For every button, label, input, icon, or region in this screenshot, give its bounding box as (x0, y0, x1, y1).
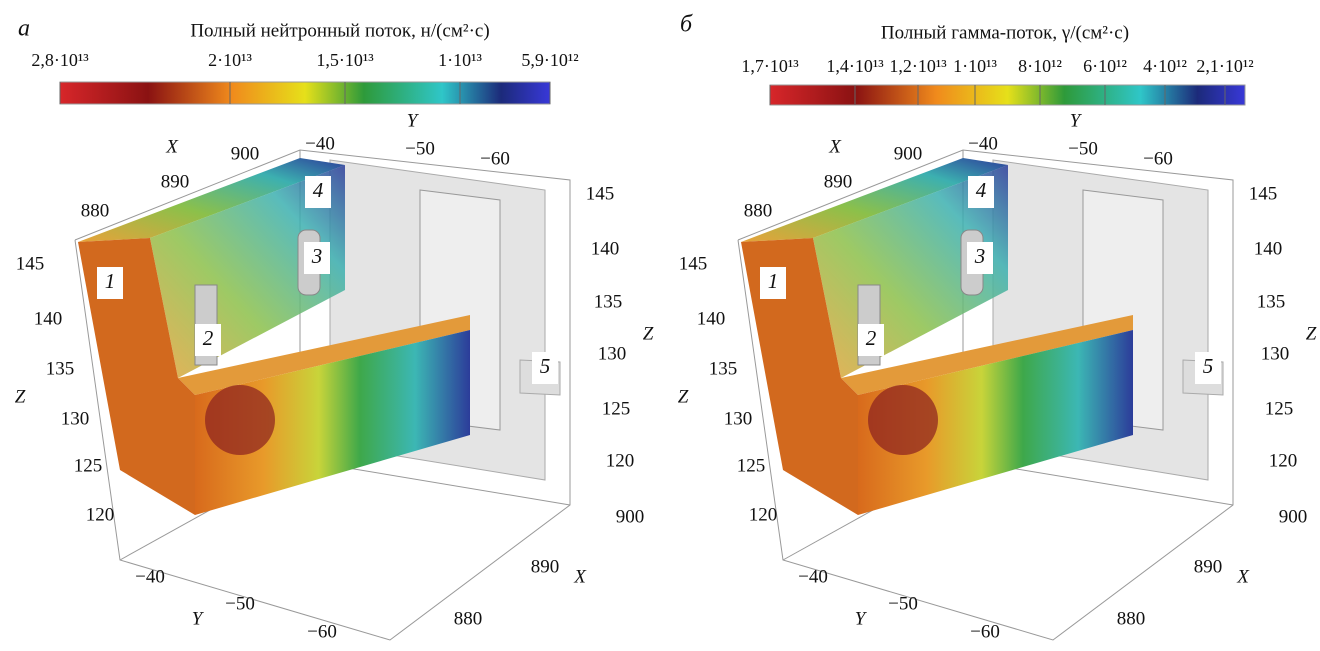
axis-tick-label: 125 (737, 455, 766, 476)
axis-tick-label: −40 (305, 133, 335, 154)
axis-tick-label: 135 (46, 358, 75, 379)
colorbar-tick-label: 6·10¹² (1083, 56, 1127, 76)
axis-tick-label: 145 (679, 253, 708, 274)
axis-tick-label: −60 (307, 621, 337, 642)
colorbar-tick-label: 1,5·10¹³ (316, 50, 374, 70)
axis-label: Z (678, 386, 689, 407)
axis-tick-label: 140 (34, 308, 63, 329)
callout-label: 3 (974, 244, 986, 268)
axis-tick-label: 900 (1279, 506, 1308, 527)
axis-tick-label: 900 (894, 143, 923, 164)
axis-tick-label: −50 (405, 138, 435, 159)
callout-label: 3 (311, 244, 323, 268)
axis-tick-label: −60 (480, 148, 510, 169)
axis-tick-label: 880 (81, 200, 110, 221)
panel-letter: б (680, 12, 693, 38)
axis-tick-label: 130 (1261, 343, 1290, 364)
colorbar-tick-label: 8·10¹² (1018, 56, 1062, 76)
axis-tick-label: 145 (586, 183, 615, 204)
axis-tick-label: 130 (61, 408, 90, 429)
callout-label: 4 (313, 178, 324, 202)
colorbar-tick-label: 4·10¹² (1143, 56, 1187, 76)
axis-tick-label: −50 (888, 593, 918, 614)
colorbar-tick-label: 1·10¹³ (438, 50, 482, 70)
axis-tick-label: −40 (968, 133, 998, 154)
axis-label: X (573, 566, 587, 587)
axis-tick-label: 130 (598, 343, 627, 364)
axis-tick-label: 890 (1194, 556, 1223, 577)
callout-label: 2 (203, 326, 214, 350)
axis-label: Y (407, 110, 420, 131)
axis-tick-label: 145 (1249, 183, 1278, 204)
axis-tick-label: 135 (1257, 291, 1286, 312)
axis-tick-label: −40 (135, 566, 165, 587)
colorbar-tick-label: 2,1·10¹² (1196, 56, 1253, 76)
axis-tick-label: 125 (1265, 398, 1294, 419)
axis-tick-label: 120 (749, 504, 778, 525)
colorbar-tick-label: 1,4·10¹³ (826, 56, 884, 76)
colorbar-tick-label: 1,2·10¹³ (889, 56, 947, 76)
axis-label: Y (855, 608, 868, 629)
axis-tick-label: 140 (591, 238, 620, 259)
colorbar-tick-label: 1·10¹³ (953, 56, 997, 76)
axis-label: X (1236, 566, 1250, 587)
axis-label: X (828, 136, 842, 157)
axis-tick-label: 140 (1254, 238, 1283, 259)
axis-tick-label: −40 (798, 566, 828, 587)
callout-label: 1 (105, 269, 116, 293)
axis-tick-label: 890 (824, 171, 853, 192)
axis-label: Z (15, 386, 26, 407)
callout-label: 5 (540, 354, 551, 378)
callout-label: 1 (768, 269, 779, 293)
axis-tick-label: 125 (602, 398, 631, 419)
axis-tick-label: 120 (86, 504, 115, 525)
axis-tick-label: −50 (225, 593, 255, 614)
axis-tick-label: −60 (1143, 148, 1173, 169)
colorbar-tick-label: 2,8·10¹³ (31, 50, 89, 70)
colorbar-tick-label: 5,9·10¹² (521, 50, 578, 70)
axis-label: Z (1306, 323, 1317, 344)
axis-label: Y (192, 608, 205, 629)
axis-tick-label: 880 (1117, 608, 1146, 629)
axis-tick-label: 135 (709, 358, 738, 379)
axis-tick-label: 890 (531, 556, 560, 577)
colorbar-tick-label: 2·10¹³ (208, 50, 252, 70)
colorbar-a (60, 82, 550, 104)
axis-tick-label: 125 (74, 455, 103, 476)
axis-tick-label: 900 (616, 506, 645, 527)
axis-tick-label: 890 (161, 171, 190, 192)
colorbar-b (770, 85, 1245, 105)
axis-tick-label: 135 (594, 291, 623, 312)
colorbar-title: Полный нейтронный поток, н/(см²·с) (190, 20, 489, 41)
axis-label: Z (643, 323, 654, 344)
axis-tick-label: 140 (697, 308, 726, 329)
axis-tick-label: −50 (1068, 138, 1098, 159)
axis-label: Y (1070, 110, 1083, 131)
panel-letter: а (18, 16, 30, 42)
colorbar-tick-label: 1,7·10¹³ (741, 56, 799, 76)
axis-tick-label: 120 (1269, 450, 1298, 471)
figure: а Полный нейтронный поток, н/(см²·с) 2,8·1… (0, 0, 1320, 646)
callout-label: 2 (866, 326, 877, 350)
callout-label: 4 (976, 178, 987, 202)
colorbar-title: Полный гамма-поток, γ/(см²·с) (881, 22, 1129, 43)
axis-tick-label: 880 (744, 200, 773, 221)
axis-tick-label: −60 (970, 621, 1000, 642)
axis-tick-label: 120 (606, 450, 635, 471)
axis-tick-label: 130 (724, 408, 753, 429)
axis-label: X (165, 136, 179, 157)
axis-tick-label: 880 (454, 608, 483, 629)
callout-label: 5 (1203, 354, 1214, 378)
axis-tick-label: 145 (16, 253, 45, 274)
axis-tick-label: 900 (231, 143, 260, 164)
